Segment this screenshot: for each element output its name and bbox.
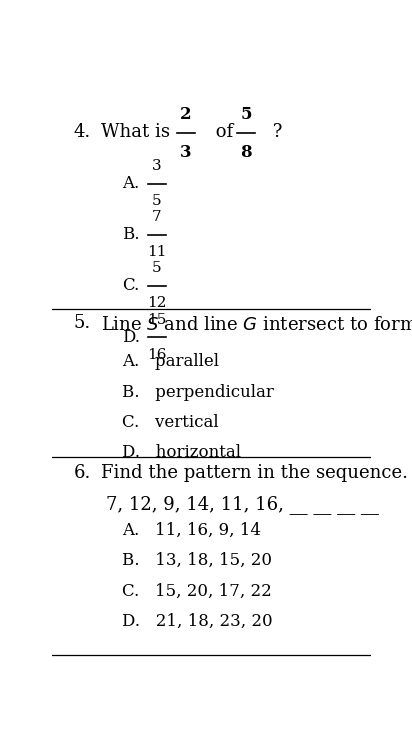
Text: 5.: 5. — [74, 314, 91, 332]
Text: 5: 5 — [152, 194, 162, 208]
Text: A.   parallel: A. parallel — [122, 353, 219, 371]
Text: 12: 12 — [147, 297, 166, 310]
Text: B.: B. — [122, 226, 139, 243]
Text: 7: 7 — [152, 211, 162, 224]
Text: 5: 5 — [152, 261, 162, 276]
Text: C.   vertical: C. vertical — [122, 414, 218, 431]
Text: B.   perpendicular: B. perpendicular — [122, 384, 274, 401]
Text: 4.: 4. — [74, 122, 91, 140]
Text: 7, 12, 9, 14, 11, 16, __ __ __ __: 7, 12, 9, 14, 11, 16, __ __ __ __ — [106, 495, 379, 513]
Text: A.: A. — [122, 175, 139, 192]
Text: 6.: 6. — [74, 464, 91, 482]
Text: 3: 3 — [180, 143, 192, 161]
Text: 15: 15 — [147, 313, 166, 327]
Text: 2: 2 — [180, 106, 192, 122]
Text: ?: ? — [267, 122, 282, 140]
Text: What is: What is — [101, 122, 176, 140]
Text: D.: D. — [122, 328, 140, 346]
Text: Line $\mathit{S}$ and line $\mathit{G}$ intersect to form 90 degree ang: Line $\mathit{S}$ and line $\mathit{G}$ … — [101, 314, 412, 337]
Text: C.: C. — [122, 277, 139, 294]
Text: 11: 11 — [147, 245, 166, 259]
Text: D.   horizontal: D. horizontal — [122, 444, 241, 461]
Text: A.   11, 16, 9, 14: A. 11, 16, 9, 14 — [122, 522, 261, 539]
Text: 16: 16 — [147, 347, 166, 362]
Text: 8: 8 — [241, 143, 252, 161]
Text: 5: 5 — [241, 106, 252, 122]
Text: B.   13, 18, 15, 20: B. 13, 18, 15, 20 — [122, 552, 272, 569]
Text: C.   15, 20, 17, 22: C. 15, 20, 17, 22 — [122, 582, 272, 599]
Text: Find the pattern in the sequence. What are the ne: Find the pattern in the sequence. What a… — [101, 464, 412, 482]
Text: D.   21, 18, 23, 20: D. 21, 18, 23, 20 — [122, 612, 272, 630]
Text: 3: 3 — [152, 159, 162, 173]
Text: of: of — [210, 122, 239, 140]
